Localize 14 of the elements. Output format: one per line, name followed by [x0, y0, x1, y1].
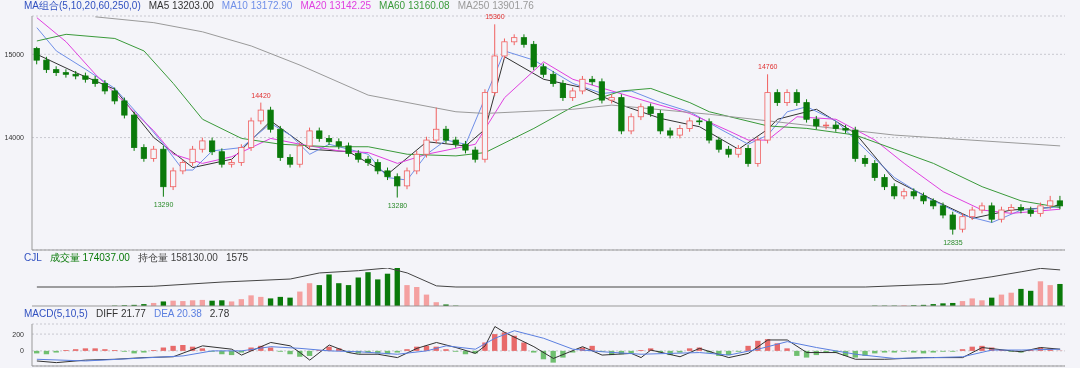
text: MA组合(5,10,20,60,250,0) [24, 0, 141, 12]
text: 2.78 [209, 308, 230, 320]
text: 1575 [225, 252, 249, 264]
text: MA20 13142.25 [300, 0, 372, 12]
text: MA5 13203.00 [148, 0, 214, 12]
text: MA250 13901.76 [457, 0, 534, 12]
text: MACD(5,10,5) [24, 308, 88, 320]
text: DIFF 21.77 [95, 308, 146, 320]
text: DEA 20.38 [153, 308, 202, 320]
text: MA60 13160.08 [379, 0, 450, 12]
text: CJL [24, 252, 42, 264]
text: MA10 13172.90 [221, 0, 293, 12]
text: 成交量 174037.00 [49, 252, 130, 264]
series-label: 持仓量 158130.00 [137, 252, 218, 264]
